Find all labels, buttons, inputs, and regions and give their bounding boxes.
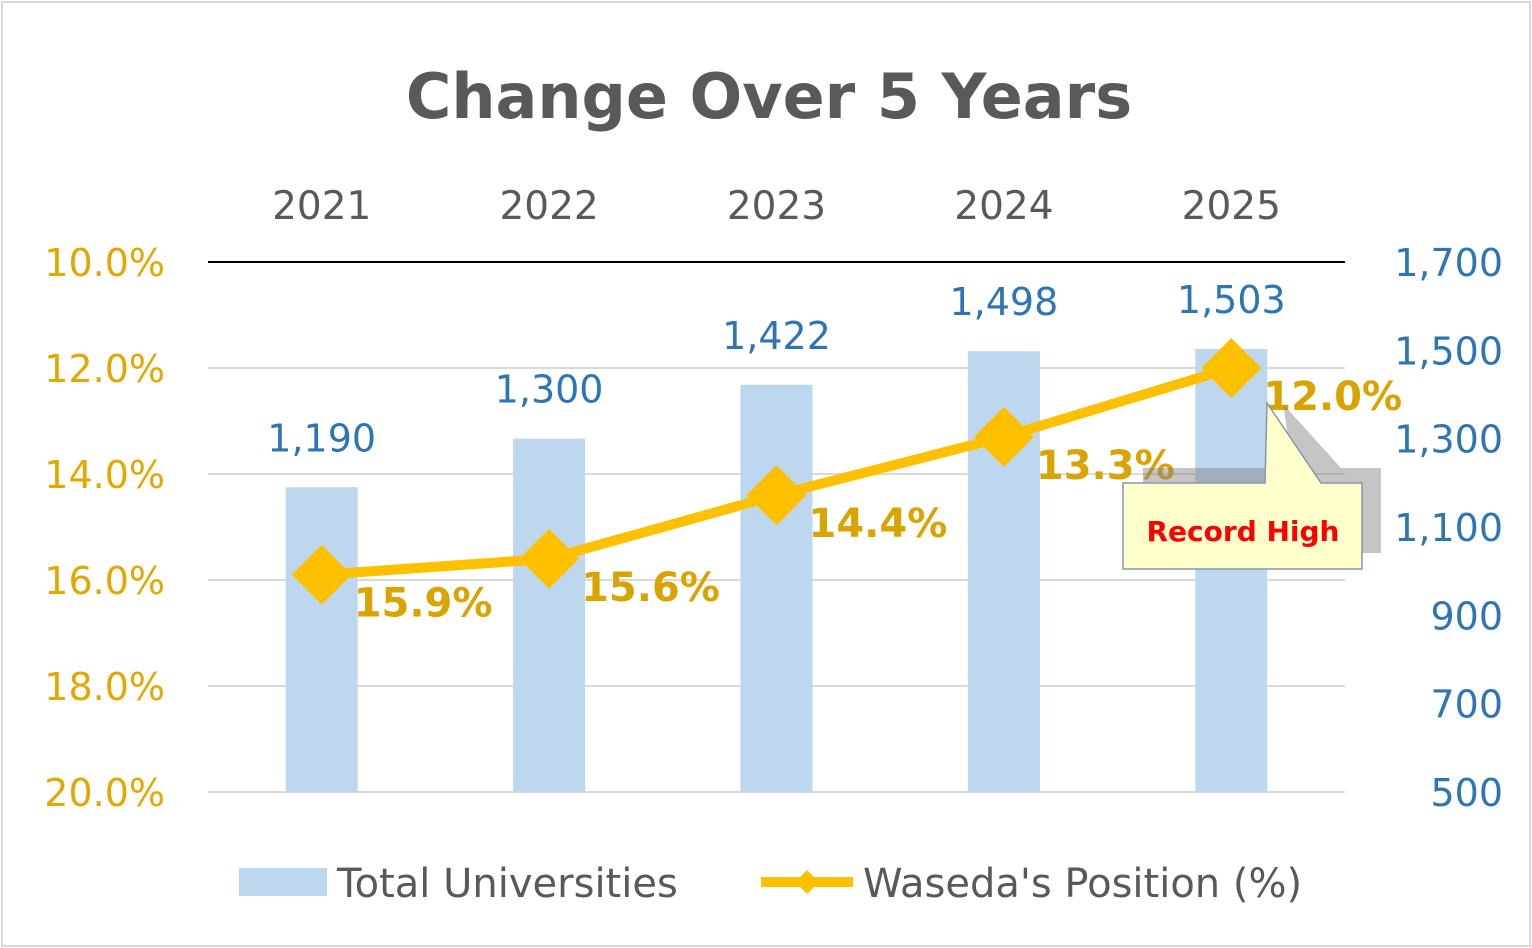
right-axis-tick-label: 700 <box>1430 683 1503 727</box>
bar-total-universities <box>740 384 813 792</box>
category-tick-label: 2025 <box>1182 184 1281 229</box>
right-axis-tick-label: 1,300 <box>1394 418 1503 462</box>
category-tick-label: 2022 <box>499 184 598 229</box>
bar-total-universities <box>285 487 358 792</box>
chart-title: Change Over 5 Years <box>406 60 1132 133</box>
record-high-callout: Record High <box>1122 400 1381 570</box>
category-tick-label: 2021 <box>272 184 371 229</box>
legend-label-total-universities: Total Universities <box>336 861 678 907</box>
line-data-label: 14.4% <box>809 501 948 547</box>
left-axis-tick-label: 16.0% <box>44 559 165 603</box>
legend-item-total-universities: Total Universities <box>239 861 678 907</box>
legend-swatch-bar <box>239 868 327 896</box>
bar-data-label: 1,300 <box>495 368 604 412</box>
right-axis-tick-label: 1,500 <box>1394 329 1503 373</box>
right-axis-tick-label: 1,100 <box>1394 506 1503 550</box>
bar-total-universities <box>513 438 586 792</box>
right-axis-tick-label: 900 <box>1430 594 1503 638</box>
bar-total-universities <box>1195 349 1268 792</box>
left-axis-tick-label: 20.0% <box>44 771 165 815</box>
left-axis-tick-label: 10.0% <box>44 241 165 285</box>
line-marker-diamond <box>291 544 352 605</box>
line-marker-diamond <box>746 465 807 526</box>
line-data-label: 13.3% <box>1036 443 1175 489</box>
line-layer <box>291 338 1262 605</box>
callout-text: Record High <box>1147 515 1340 548</box>
bar-data-label: 1,422 <box>722 314 831 358</box>
category-tick-label: 2024 <box>954 184 1053 229</box>
right-axis-tick-label: 500 <box>1430 771 1503 815</box>
legend-swatch-diamond <box>795 870 819 894</box>
chart-svg: 2021 2022 2023 2024 2025 10.0% 12.0% 14.0% 16.0%… <box>44 60 1503 907</box>
line-data-label: 15.9% <box>354 581 493 627</box>
left-axis-tick-label: 18.0% <box>44 665 165 709</box>
label-layer: 1,190 1,300 1,422 1,498 1,503 15.9% 15.6% 14.4%… <box>267 278 1402 627</box>
left-axis-tick-label: 12.0% <box>44 347 165 391</box>
axis-layer: 2021 2022 2023 2024 2025 10.0% 12.0% 14.0% 16.0%… <box>44 184 1503 815</box>
line-marker-diamond <box>1201 338 1262 398</box>
category-tick-label: 2023 <box>727 184 826 229</box>
bar-layer <box>285 349 1268 792</box>
legend-item-waseda-position: Waseda's Position (%) <box>761 861 1302 907</box>
line-marker-diamond <box>973 406 1034 467</box>
line-data-label: 15.6% <box>581 565 720 611</box>
right-axis-tick-label: 1,700 <box>1394 241 1503 285</box>
left-axis-tick-label: 14.0% <box>44 453 165 497</box>
callout-box <box>1122 400 1363 570</box>
bar-data-label: 1,503 <box>1177 278 1286 322</box>
line-marker-diamond <box>519 528 580 589</box>
legend-label-waseda-position: Waseda's Position (%) <box>863 861 1302 907</box>
legend: Total Universities Waseda's Position (%) <box>239 861 1302 907</box>
bar-data-label: 1,190 <box>267 416 376 460</box>
line-data-label: 12.0% <box>1263 374 1402 420</box>
bar-data-label: 1,498 <box>950 280 1059 324</box>
